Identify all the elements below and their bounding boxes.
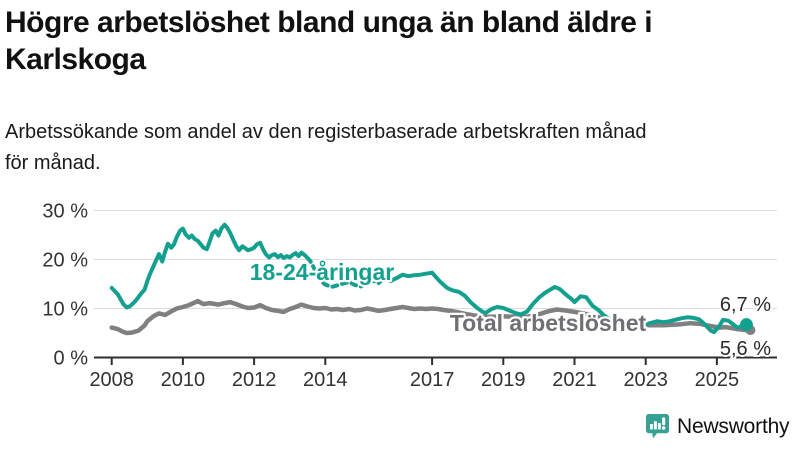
title-line-2: Karlskoga: [5, 43, 146, 76]
x-axis-label: 2021: [552, 369, 597, 391]
title-line-1: Högre arbetslöshet bland unga än bland ä…: [5, 6, 653, 39]
y-axis-label: 30 %: [42, 201, 88, 223]
youth-end-dot: [739, 318, 753, 332]
youth-end-value-label: 6,7 %: [720, 294, 771, 316]
bar-chart-speech-bubble-icon: [645, 414, 670, 439]
y-axis-label: 0 %: [54, 348, 89, 370]
y-axis-label: 20 %: [42, 250, 88, 272]
x-axis-label: 2023: [623, 369, 668, 391]
x-axis-label: 2010: [161, 369, 206, 391]
x-axis-label: 2019: [481, 369, 526, 391]
newsworthy-wordmark: Newsworthy: [677, 414, 790, 438]
total-series-label: Total arbetslöshet: [450, 310, 647, 336]
youth-series-label: 18-24-åringar: [250, 259, 395, 285]
subtitle-line-1: Arbetssökande som andel av den registerb…: [5, 121, 647, 143]
newsworthy-logo: Newsworthy: [645, 413, 790, 440]
chart-subtitle: Arbetssökande som andel av den registerb…: [5, 117, 785, 179]
youth-unemployment-line: [376, 270, 749, 334]
page-title: Högre arbetslöshet bland unga än bland ä…: [5, 4, 785, 78]
y-axis-label: 10 %: [42, 299, 88, 321]
youth-unemployment-line-dashed: [305, 256, 381, 289]
youth-unemployment-line: [109, 222, 313, 310]
total-end-value-label: 5,6 %: [720, 338, 771, 360]
x-axis-label: 2008: [89, 369, 134, 391]
total-unemployment-line: [109, 298, 749, 336]
x-axis-label: 2012: [232, 369, 277, 391]
x-axis-label: 2014: [303, 369, 348, 391]
subtitle-line-2: för månad.: [5, 152, 101, 174]
x-axis-label: 2017: [410, 369, 455, 391]
x-axis-label: 2025: [695, 369, 740, 391]
chart-header: Högre arbetslöshet bland unga än bland ä…: [5, 4, 785, 78]
